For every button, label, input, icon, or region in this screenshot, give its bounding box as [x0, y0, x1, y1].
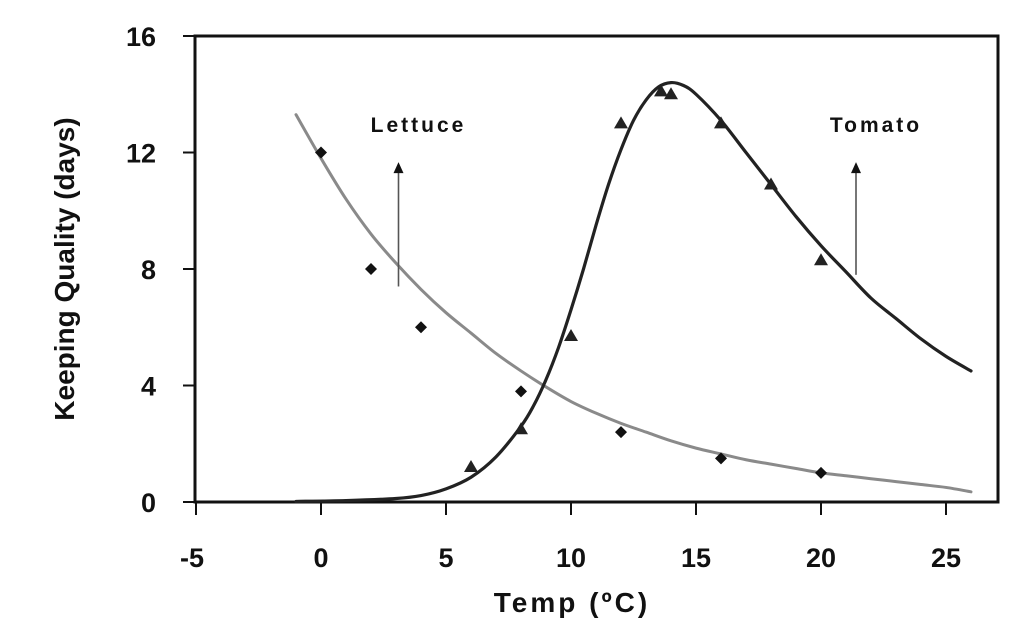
- data-markers: [315, 84, 828, 479]
- fit-curves: [294, 80, 973, 504]
- tomato-triangle-marker: [514, 422, 528, 435]
- x-tick-label: 15: [681, 543, 711, 573]
- tomato-triangle-marker: [464, 460, 478, 473]
- lettuce-diamond-marker: [615, 426, 627, 439]
- tomato-triangle-marker: [664, 87, 678, 100]
- plot-frame: [193, 34, 1000, 504]
- tomato-triangle-marker: [564, 328, 578, 341]
- tomato-triangle-marker: [764, 177, 778, 190]
- tomato-fit-curve: [294, 80, 973, 504]
- y-axis-title: Keeping Quality (days): [49, 117, 80, 420]
- y-tick-label: 12: [126, 139, 156, 169]
- y-tick-label: 16: [126, 22, 156, 52]
- lettuce-label: Lettuce: [371, 114, 467, 137]
- lettuce-diamond-marker: [715, 452, 727, 465]
- lettuce-diamond-marker: [815, 466, 827, 479]
- x-tick-label: -5: [180, 543, 204, 573]
- y-tick-label: 8: [141, 255, 156, 285]
- series-annotations: Lettuce Tomato: [371, 114, 922, 287]
- x-tick-label: 10: [556, 543, 586, 573]
- tomato-triangle-marker: [614, 116, 628, 129]
- lettuce-fit-curve: [294, 113, 973, 494]
- lettuce-diamond-marker: [365, 263, 377, 275]
- x-tick-label: 5: [438, 543, 453, 573]
- lettuce-diamond-marker: [315, 146, 327, 159]
- y-axis-title-group: Keeping Quality (days): [49, 117, 80, 420]
- lettuce-diamond-marker: [415, 321, 427, 334]
- tomato-triangle-marker: [714, 116, 728, 129]
- tomato-triangle-marker: [814, 253, 828, 266]
- x-tick-label: 0: [313, 543, 328, 573]
- lettuce-diamond-marker: [515, 385, 527, 398]
- y-axis-ticks: 0 4 8 12 16: [126, 22, 195, 518]
- tomato-label: Tomato: [830, 114, 922, 137]
- x-tick-label: 25: [931, 543, 961, 573]
- arrow-head-icon: [851, 162, 861, 174]
- arrow-head-icon: [393, 162, 404, 174]
- x-axis-ticks: -5 0 5 10 15 20 25: [180, 502, 961, 573]
- tomato-triangle-marker: [654, 84, 668, 97]
- x-axis-title: Temp (ºC): [494, 587, 650, 618]
- y-tick-label: 0: [141, 488, 156, 518]
- x-tick-label: 20: [806, 543, 836, 573]
- y-tick-label: 4: [141, 372, 156, 402]
